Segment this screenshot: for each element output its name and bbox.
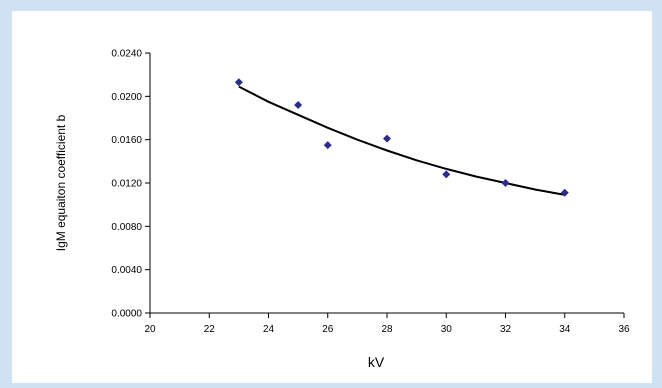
- x-tick-label: 24: [263, 324, 275, 335]
- trendline-group: [238, 85, 565, 196]
- data-point: [323, 141, 332, 150]
- trendline: [238, 85, 565, 196]
- chart-frame: 20 22 24 26 28 30 32 34 36 0.0000 0.0040 0.0080 0.0…: [12, 11, 652, 383]
- x-tick-label: 36: [618, 324, 630, 335]
- y-tick-label: 0.0240: [111, 49, 142, 60]
- data-point: [383, 134, 391, 143]
- y-tick-label: 0.0120: [111, 179, 142, 190]
- y-tick-label: 0.0000: [111, 309, 142, 320]
- scatter-chart: 20 22 24 26 28 30 32 34 36 0.00000.00400.00800.0…: [54, 49, 630, 371]
- x-tick-label: 22: [204, 324, 216, 335]
- x-tick-label: 28: [381, 324, 393, 335]
- data-point: [234, 78, 243, 87]
- y-ticks: 0.0000 0.0040 0.0080 0.0120 0.0160 0.0200 0.02…: [111, 49, 150, 320]
- y-axis-title: IgM equaiton coefficient b: [54, 114, 68, 251]
- x-tick-label: 34: [559, 324, 571, 335]
- data-point: [442, 170, 451, 179]
- x-tick-label: 32: [500, 324, 512, 335]
- x-tick-label: 20: [144, 324, 156, 335]
- y-tick-label: 0.0040: [111, 265, 142, 276]
- y-tick-label: 0.0080: [111, 222, 142, 233]
- x-tick-label: 26: [322, 324, 334, 335]
- points-group: [234, 78, 569, 197]
- x-ticks: 20 22 24 26 28 30 32 34 36: [144, 313, 630, 335]
- x-tick-label: 30: [441, 324, 453, 335]
- data-point: [560, 188, 569, 197]
- y-tick-label: 0.0160: [111, 135, 142, 146]
- x-axis-title: kV: [368, 354, 385, 370]
- axes: [149, 53, 624, 314]
- data-point: [294, 101, 303, 109]
- y-tick-label: 0.0200: [111, 92, 142, 103]
- data-point: [501, 179, 510, 187]
